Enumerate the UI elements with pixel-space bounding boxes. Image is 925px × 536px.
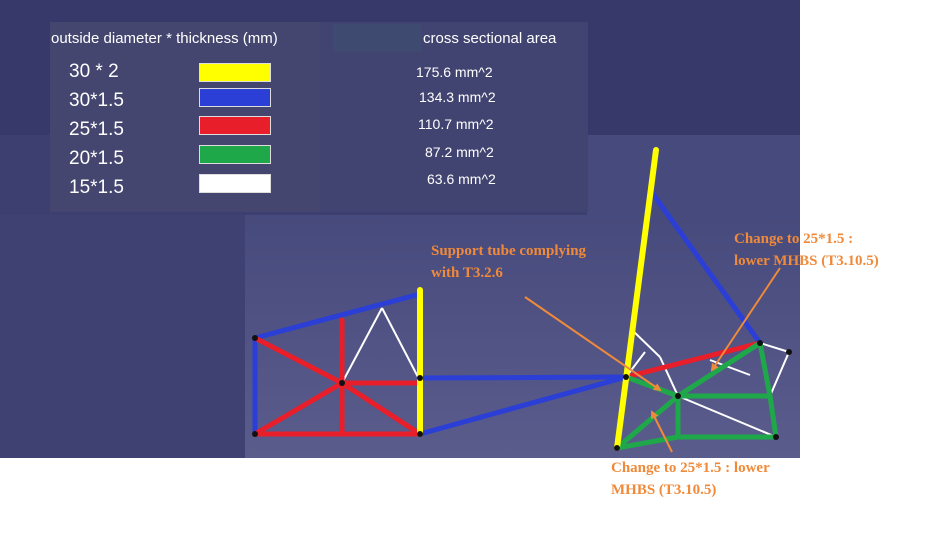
legend-area-value: 134.3 mm^2	[419, 89, 496, 105]
annotation-change-top: Change to 25*1.5 : lower MHBS (T3.10.5)	[734, 228, 879, 272]
yellow-tubes	[417, 147, 659, 451]
legend-color-swatch	[199, 145, 271, 164]
annotation-support-tube: Support tube complying with T3.2.6	[431, 240, 586, 284]
annotation-line: with T3.2.6	[431, 265, 503, 281]
annotation-line: lower MHBS (T3.10.5)	[734, 253, 879, 269]
viewport-background	[245, 215, 800, 458]
background-left	[0, 215, 245, 458]
legend-area-value: 175.6 mm^2	[416, 64, 493, 80]
frame-nodes	[252, 335, 792, 451]
annotation-line: MHBS (T3.10.5)	[611, 482, 717, 498]
legend-size-label: 25*1.5	[69, 119, 124, 140]
red-tubes	[252, 317, 763, 437]
legend-size-label: 30*1.5	[69, 90, 124, 111]
annotation-line: Support tube complying	[431, 243, 587, 259]
blue-tubes	[252, 187, 763, 437]
legend-area-value: 63.6 mm^2	[427, 171, 496, 187]
legend-color-swatch	[199, 63, 271, 82]
area-header-swatch	[333, 24, 421, 52]
legend-size-label: 30 * 2	[69, 61, 119, 82]
legend-color-swatch	[199, 174, 271, 193]
annotation-line: Change to 25*1.5 : lower	[611, 460, 770, 476]
annotation-arrows	[524, 267, 781, 453]
legend-header-area: cross sectional area	[423, 30, 557, 47]
legend-area-value: 87.2 mm^2	[425, 144, 494, 160]
white-tubes	[341, 307, 790, 438]
legend-area-value: 110.7 mm^2	[418, 116, 494, 132]
legend-color-swatch	[199, 88, 271, 107]
area-panel	[320, 22, 588, 212]
legend-color-swatch	[199, 116, 271, 135]
legend-header-dimension: outside diameter * thickness (mm)	[51, 30, 278, 47]
annotation-line: Change to 25*1.5 :	[734, 231, 854, 247]
background-strip	[587, 135, 800, 215]
annotation-change-bottom: Change to 25*1.5 : lower MHBS (T3.10.5)	[611, 457, 770, 501]
green-tubes	[614, 340, 779, 451]
legend-panel	[50, 22, 320, 212]
legend-size-label: 20*1.5	[69, 148, 124, 169]
legend-size-label: 15*1.5	[69, 177, 124, 198]
